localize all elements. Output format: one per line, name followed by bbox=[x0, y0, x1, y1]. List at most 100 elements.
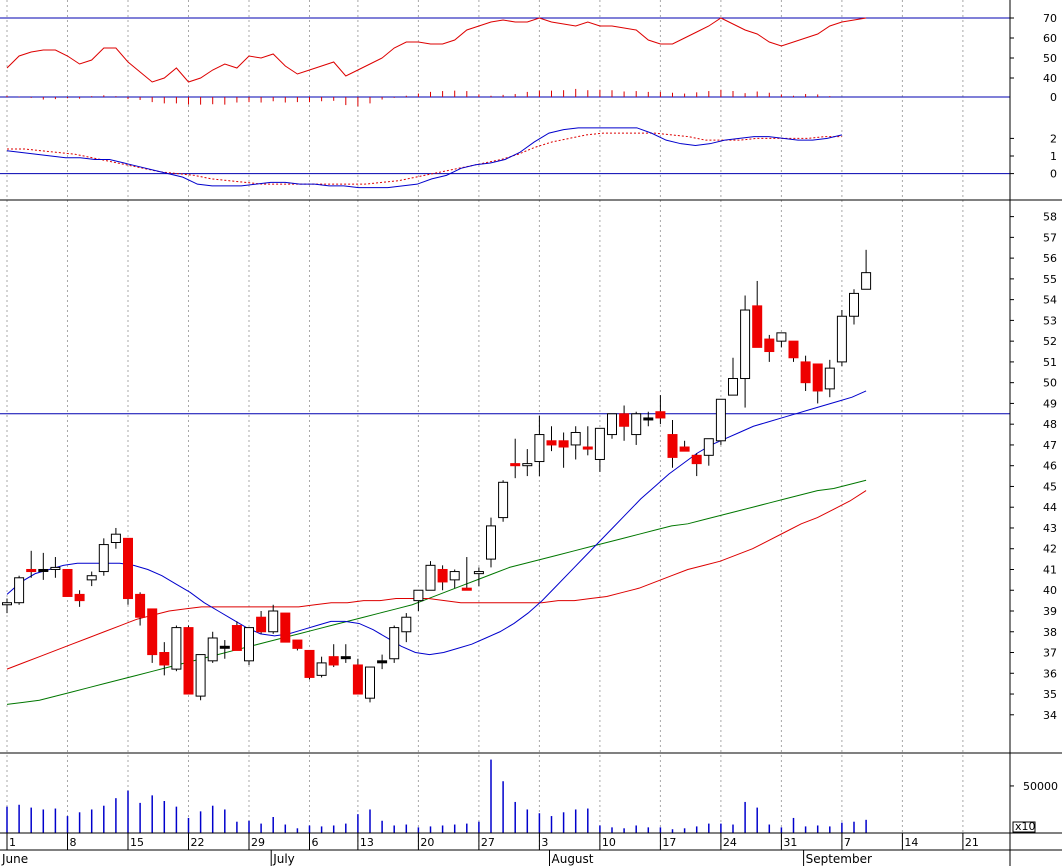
candle-body bbox=[679, 446, 690, 452]
candle bbox=[2, 598, 12, 614]
candle-body bbox=[619, 413, 630, 427]
candle bbox=[352, 658, 363, 695]
candle-body bbox=[655, 411, 666, 419]
macd-tick-label: 2 bbox=[1050, 132, 1057, 145]
candle bbox=[764, 334, 775, 362]
candle-body bbox=[849, 292, 859, 317]
candle-body bbox=[728, 378, 738, 396]
candle bbox=[437, 565, 448, 591]
candle-body bbox=[304, 649, 315, 678]
price-tick-label: 48 bbox=[1043, 418, 1057, 431]
candle bbox=[195, 654, 206, 701]
candle bbox=[619, 405, 630, 441]
candle-body bbox=[582, 446, 593, 450]
candle-body bbox=[280, 612, 291, 643]
price-tick-label: 52 bbox=[1043, 335, 1057, 348]
candle bbox=[159, 642, 170, 676]
candle bbox=[413, 589, 424, 611]
candle-body bbox=[195, 654, 206, 697]
candle-body bbox=[147, 608, 158, 656]
candle bbox=[256, 611, 267, 634]
candle bbox=[50, 557, 61, 578]
candle-body bbox=[401, 616, 412, 633]
candle bbox=[123, 537, 133, 605]
candle-body bbox=[631, 413, 642, 436]
candle bbox=[679, 440, 690, 452]
candle-body bbox=[2, 602, 12, 606]
candle bbox=[534, 415, 545, 477]
price-tick-label: 50 bbox=[1043, 377, 1057, 390]
candle-body bbox=[861, 272, 872, 290]
candle bbox=[836, 310, 847, 367]
momentum-tick-label: 0 bbox=[1050, 91, 1057, 104]
candle bbox=[667, 420, 678, 468]
candle-body bbox=[534, 434, 545, 463]
candle-body bbox=[389, 627, 400, 660]
week-tick-label: 24 bbox=[723, 836, 737, 849]
candle-body bbox=[62, 568, 73, 597]
candle bbox=[631, 411, 642, 445]
candle-body bbox=[498, 481, 509, 519]
week-tick-label: 1 bbox=[9, 836, 16, 849]
price-tick-label: 46 bbox=[1043, 460, 1057, 473]
price-tick-label: 44 bbox=[1043, 501, 1057, 514]
month-label: July bbox=[272, 852, 295, 866]
candle-body bbox=[667, 434, 678, 458]
candle bbox=[824, 359, 835, 398]
price-tick-label: 35 bbox=[1043, 688, 1057, 701]
candle bbox=[498, 480, 509, 522]
price-tick-label: 43 bbox=[1043, 522, 1057, 535]
price-tick-label: 39 bbox=[1043, 605, 1057, 618]
candle-body bbox=[413, 589, 424, 602]
candle-body bbox=[437, 568, 448, 583]
price-tick-label: 58 bbox=[1043, 211, 1057, 224]
candle bbox=[800, 355, 811, 391]
candle-body bbox=[110, 533, 121, 543]
candle bbox=[740, 295, 751, 408]
candle-body bbox=[328, 656, 339, 666]
candle-body bbox=[546, 440, 557, 446]
rsi-tick-label: 70 bbox=[1043, 12, 1057, 25]
candle-body bbox=[74, 593, 85, 602]
candle-body bbox=[425, 564, 436, 591]
candle bbox=[244, 627, 254, 665]
candle bbox=[268, 604, 279, 634]
candle bbox=[703, 438, 714, 466]
candle-body bbox=[38, 568, 49, 572]
candle-body bbox=[123, 537, 133, 600]
candle bbox=[147, 608, 158, 663]
week-tick-label: 20 bbox=[420, 836, 434, 849]
candle-body bbox=[740, 309, 751, 380]
candle-body bbox=[510, 463, 521, 467]
candle-body bbox=[26, 568, 37, 573]
candle bbox=[715, 398, 726, 445]
price-tick-label: 55 bbox=[1043, 273, 1057, 286]
price-tick-label: 45 bbox=[1043, 480, 1057, 493]
candle-body bbox=[449, 571, 460, 581]
candle bbox=[486, 517, 496, 568]
candle-body bbox=[340, 656, 351, 660]
week-tick-label: 7 bbox=[844, 836, 851, 849]
candle-body bbox=[352, 664, 363, 695]
candle-body bbox=[231, 625, 242, 651]
candle bbox=[377, 654, 388, 670]
week-tick-label: 8 bbox=[70, 836, 77, 849]
candle-body bbox=[570, 431, 581, 446]
candle-body bbox=[98, 544, 109, 573]
candle-body bbox=[86, 575, 97, 581]
candle-body bbox=[824, 367, 835, 390]
candle bbox=[231, 621, 242, 651]
rsi-tick-label: 40 bbox=[1043, 72, 1057, 85]
price-tick-label: 42 bbox=[1043, 543, 1057, 556]
candle bbox=[74, 590, 85, 607]
candle-body bbox=[812, 363, 823, 392]
candle bbox=[98, 538, 109, 576]
candle bbox=[340, 644, 351, 663]
candle bbox=[582, 426, 593, 456]
candle bbox=[207, 631, 218, 663]
candle-body bbox=[788, 340, 799, 359]
candle bbox=[110, 527, 121, 549]
week-tick-label: 10 bbox=[602, 836, 616, 849]
candle-body bbox=[365, 666, 375, 699]
